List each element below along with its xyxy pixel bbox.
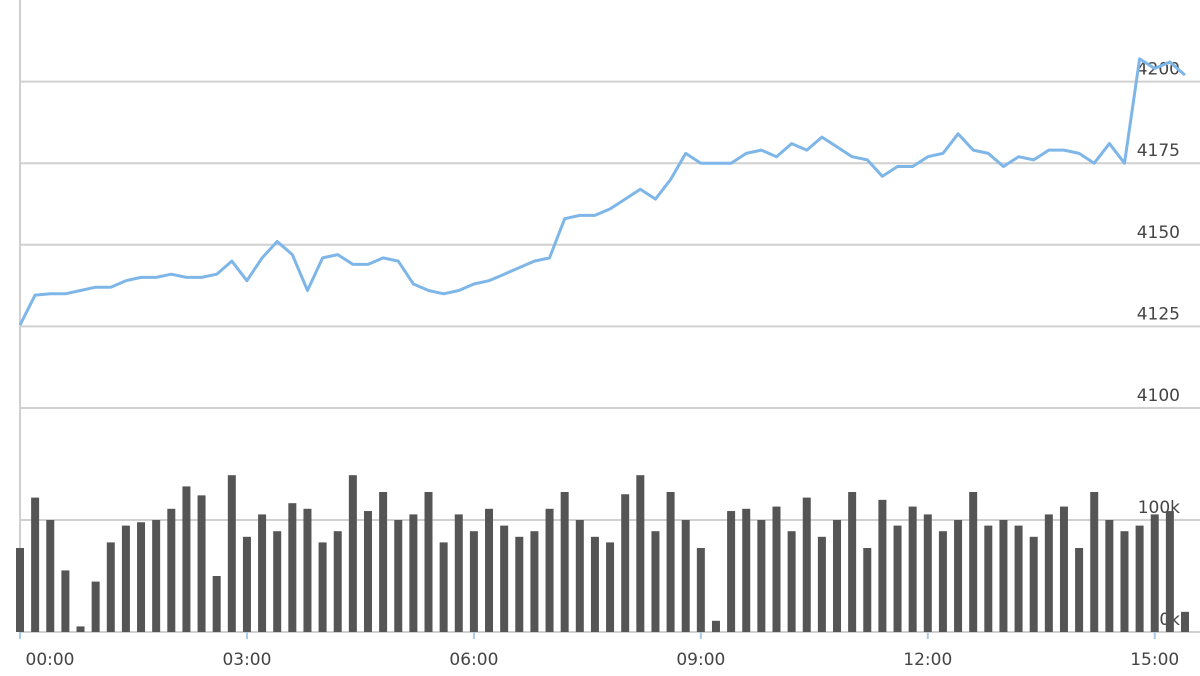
volume-bar [167, 508, 176, 632]
volume-bar [606, 542, 615, 632]
volume-bar [212, 576, 221, 632]
volume-bar [530, 531, 539, 632]
volume-bar [379, 492, 388, 632]
volume-bar [121, 525, 130, 632]
volume-bar [394, 520, 403, 632]
volume-bar [1120, 531, 1129, 632]
volume-bar [621, 494, 630, 632]
volume-bar [227, 475, 236, 632]
x-tick-label: 00:00 [26, 650, 75, 670]
volume-bar [636, 475, 645, 632]
volume-bar [893, 525, 902, 632]
volume-bar [318, 542, 327, 632]
volume-bar [303, 508, 312, 632]
volume-bar [1090, 492, 1099, 632]
volume-bar [681, 520, 690, 632]
volume-bar [908, 506, 917, 632]
volume-bar [1014, 525, 1023, 632]
volume-bar [984, 525, 993, 632]
volume-bar [590, 536, 599, 632]
volume-bar [923, 514, 932, 632]
volume-bar [969, 492, 978, 632]
volume-bar [1105, 520, 1114, 632]
volume-bar [727, 511, 736, 632]
volume-bar [833, 520, 842, 632]
x-tick-label: 15:00 [1130, 650, 1179, 670]
volume-bar [439, 542, 448, 632]
volume-bar [848, 492, 857, 632]
volume-bar [424, 492, 433, 632]
price-line [18, 57, 1186, 326]
volume-bar [1029, 536, 1038, 632]
volume-bar [772, 506, 781, 632]
volume-bar [1181, 611, 1189, 632]
y-tick-label: 4175 [1137, 141, 1180, 161]
volume-bar [258, 514, 267, 632]
volume-bar [1135, 525, 1144, 632]
volume-bar [152, 520, 161, 632]
volume-bar [288, 503, 297, 632]
volume-bar [878, 499, 887, 632]
volume-bar [999, 520, 1008, 632]
volume-bar [1075, 548, 1084, 632]
volume-bar [560, 492, 569, 632]
volume-bar [454, 514, 463, 632]
volume-bar [242, 536, 251, 632]
volume-bar [76, 626, 85, 632]
volume-bar [409, 514, 418, 632]
volume-bar [696, 548, 705, 632]
volume-bar [182, 486, 191, 632]
volume-bar [742, 508, 751, 632]
volume-bar [711, 620, 720, 632]
y-tick-label: 4150 [1137, 223, 1180, 243]
x-tick-label: 06:00 [449, 650, 498, 670]
volume-bar [515, 536, 524, 632]
volume-bar [46, 520, 55, 632]
volume-bar [31, 497, 40, 632]
volume-bar [954, 520, 963, 632]
y-tick-label: 4125 [1137, 304, 1180, 324]
volume-bar [500, 525, 509, 632]
volume-bar [197, 495, 206, 632]
volume-bar [1059, 506, 1068, 632]
x-tick-label: 09:00 [676, 650, 725, 670]
volume-bar [16, 548, 24, 632]
volume-bar [61, 570, 70, 632]
volume-bar [469, 531, 478, 632]
volume-bar [273, 531, 282, 632]
volume-bar [545, 508, 554, 632]
volume-bar [106, 542, 115, 632]
volume-bar [137, 522, 146, 632]
x-tick-label: 03:00 [222, 650, 271, 670]
volume-bar [1044, 514, 1053, 632]
volume-bar [787, 531, 796, 632]
volume-bar [485, 508, 494, 632]
volume-bar [1165, 511, 1174, 632]
volume-bar [863, 548, 872, 632]
volume-bar [802, 497, 811, 632]
volume-bar [938, 531, 947, 632]
volume-bar [348, 475, 357, 632]
y-tick-label: 4100 [1137, 386, 1180, 406]
volume-bar [575, 520, 584, 632]
volume-bar [651, 531, 660, 632]
volume-bar [91, 581, 100, 632]
volume-bar [817, 536, 826, 632]
volume-bar [333, 531, 342, 632]
volume-bar [757, 520, 766, 632]
volume-bar [363, 511, 372, 632]
volume-bar [1150, 514, 1159, 632]
x-tick-label: 12:00 [903, 650, 952, 670]
volume-bar [666, 492, 675, 632]
